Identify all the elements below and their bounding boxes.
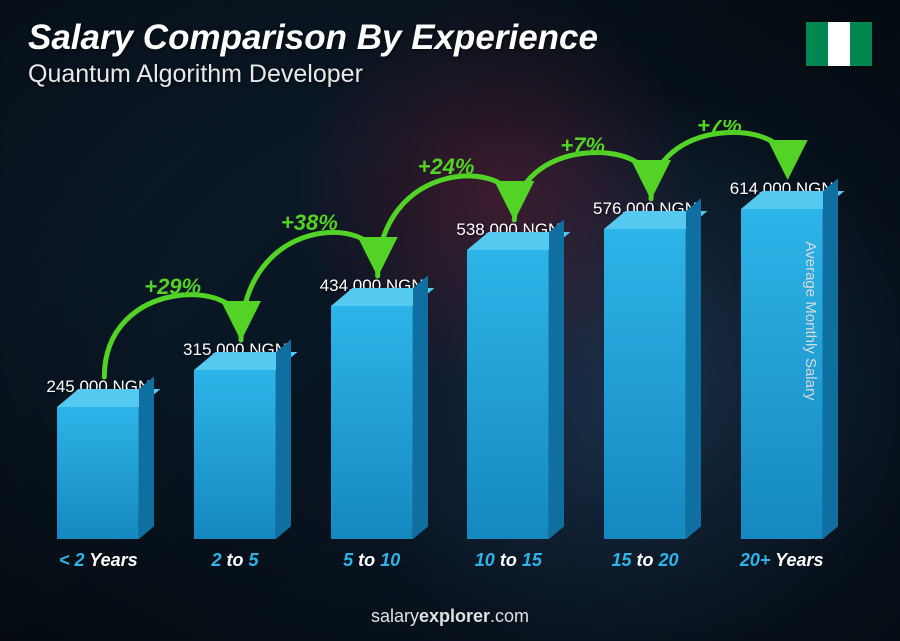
bar-front-face xyxy=(194,370,276,539)
x-axis-label: 20+ Years xyxy=(713,550,850,571)
bar-side-face xyxy=(276,339,291,539)
bar-side-face xyxy=(139,376,154,539)
bar-front-face xyxy=(331,306,413,539)
flag-stripe-1 xyxy=(806,22,828,66)
bar xyxy=(194,370,276,539)
footer-text-suffix: .com xyxy=(490,606,529,626)
bar-slot: 576,000 NGN xyxy=(577,159,714,539)
increase-pct-label: +7% xyxy=(560,133,605,158)
page-subtitle: Quantum Algorithm Developer xyxy=(28,60,872,89)
bar-front-face xyxy=(57,407,139,539)
x-axis-label: 2 to 5 xyxy=(167,550,304,571)
bar xyxy=(604,229,686,539)
x-axis-label: 5 to 10 xyxy=(303,550,440,571)
bars-container: 245,000 NGN315,000 NGN434,000 NGN538,000… xyxy=(30,159,850,539)
footer-attribution: salaryexplorer.com xyxy=(0,606,900,627)
bar-side-face xyxy=(823,178,838,539)
bar-front-face xyxy=(604,229,686,539)
bar-slot: 614,000 NGN xyxy=(713,159,850,539)
bar-side-face xyxy=(413,275,428,539)
header: Salary Comparison By Experience Quantum … xyxy=(28,18,872,89)
increase-pct-label: +7% xyxy=(697,120,742,138)
x-axis-label: < 2 Years xyxy=(30,550,167,571)
salary-bar-chart: 245,000 NGN315,000 NGN434,000 NGN538,000… xyxy=(30,120,850,571)
bar-slot: 245,000 NGN xyxy=(30,159,167,539)
bar xyxy=(57,407,139,539)
flag-stripe-3 xyxy=(850,22,872,66)
bar-slot: 434,000 NGN xyxy=(303,159,440,539)
bar-front-face xyxy=(467,250,549,539)
bar-slot: 538,000 NGN xyxy=(440,159,577,539)
bar xyxy=(331,306,413,539)
x-axis-label: 10 to 15 xyxy=(440,550,577,571)
bar xyxy=(467,250,549,539)
bar-slot: 315,000 NGN xyxy=(167,159,304,539)
flag-stripe-2 xyxy=(828,22,850,66)
page-title: Salary Comparison By Experience xyxy=(28,18,872,58)
x-axis-labels: < 2 Years2 to 55 to 1010 to 1515 to 2020… xyxy=(30,550,850,571)
footer-text-prefix: salary xyxy=(371,606,419,626)
nigeria-flag-icon xyxy=(806,22,872,66)
bar-side-face xyxy=(549,219,564,539)
x-axis-label: 15 to 20 xyxy=(577,550,714,571)
bar-side-face xyxy=(686,198,701,539)
y-axis-label: Average Monthly Salary xyxy=(802,241,819,400)
footer-text-bold: explorer xyxy=(419,606,490,626)
